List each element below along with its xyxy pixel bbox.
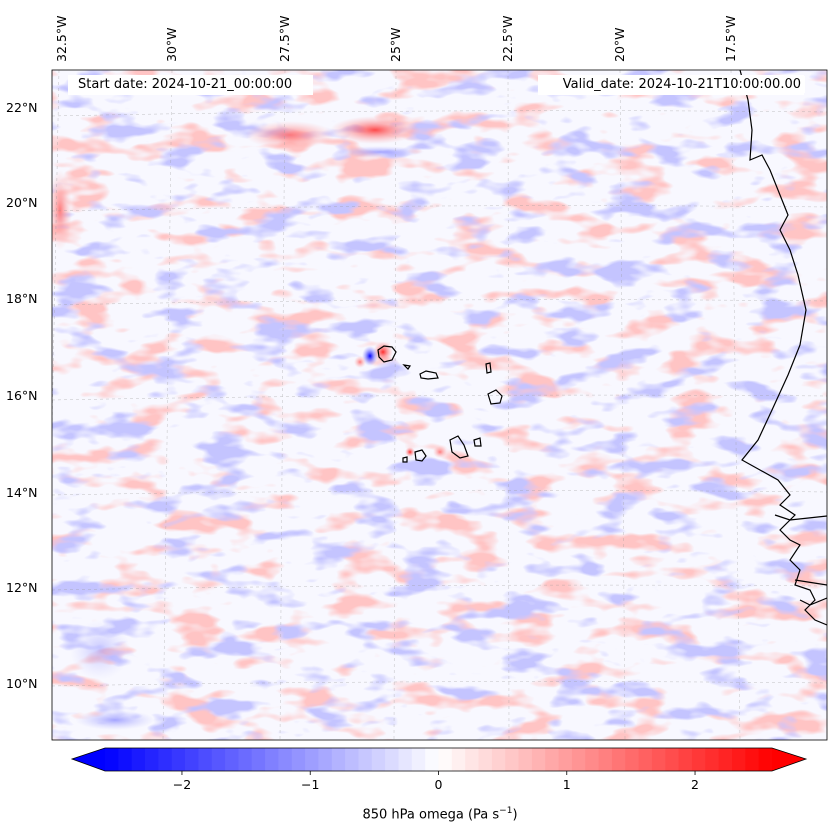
colorbar-cell [198,748,213,771]
colorbar-cell [665,748,680,771]
lon-label: 20°W [612,27,627,62]
colorbar-cell [345,748,359,771]
lon-label: 22.5°W [500,16,515,62]
coastlines [377,70,827,626]
colorbar-cell [411,748,426,771]
colorbar-tick-label: 0 [435,777,443,792]
colorbar-cell [398,748,413,771]
colorbar-cell [291,748,306,771]
colorbar-cell [611,748,626,771]
colorbar-cell [731,748,746,771]
colorbar-cell [518,748,533,771]
fogo-island [414,449,427,462]
colorbar-cell [718,748,733,771]
colorbar-title: 850 hPa omega (Pa s−1) [362,806,518,823]
colorbar-cell [425,748,439,771]
colorbar-cell [145,748,159,771]
colorbar-cell [118,748,133,771]
lon-label: 30°W [164,27,179,62]
colorbar-cell [545,748,560,771]
colorbar-cell [171,748,186,771]
colorbar-cell [638,748,653,771]
colorbar-cell [651,748,666,771]
colorbar-cell [385,748,399,771]
valid-date-label: Valid_date: 2024-10-21T10:00:00.00 [558,76,805,93]
colorbar-cell [251,748,266,771]
colorbar-cell [278,748,293,771]
colorbar-cell [745,748,760,771]
lat-label: 22°N [6,100,38,115]
colorbar-cell [438,748,453,771]
colorbar-cell [131,748,146,771]
colorbar-tick-label: 1 [563,777,571,792]
lat-label: 16°N [6,388,38,403]
colorbar-cell [225,748,239,771]
start-date-label: Start date: 2024-10-21_00:00:00 [74,76,297,93]
lon-label: 17.5°W [723,16,738,62]
colorbar-cell [238,748,253,771]
lat-label: 14°N [6,485,38,500]
colorbar-cell [531,748,546,771]
lon-label: 27.5°W [277,16,292,62]
graticule [52,70,827,740]
colorbar-cell [185,748,199,771]
colorbar-cell [571,748,586,771]
colorbar-cell [625,748,640,771]
lat-label: 10°N [6,676,38,691]
santiago-island [449,435,469,459]
colorbar-cell [491,748,506,771]
colorbar-cell [678,748,693,771]
santo-antao-island [377,345,397,363]
colorbar-cell [451,748,466,771]
colorbar-max-extend [772,748,806,771]
boa-vista-island [487,389,503,405]
colorbar-ticks: −2 −1 0 1 2 [173,771,699,792]
colorbar-cell [265,748,279,771]
colorbar-tick-label: −1 [301,777,319,792]
latitude-labels: 22°N 20°N 18°N 16°N 14°N 12°N 10°N [6,100,38,691]
map-panel [52,70,827,740]
colorbar-cell [705,748,720,771]
lon-label: 32.5°W [54,16,69,62]
colorbar-cell [158,748,173,771]
colorbar-cell [598,748,613,771]
colorbar-cell [691,748,706,771]
lon-label: 25°W [388,27,403,62]
colorbar-min-extend [72,748,105,771]
colorbar-cell [105,748,119,771]
colorbar-cell [318,748,333,771]
longitude-labels: 32.5°W 30°W 27.5°W 25°W 22.5°W 20°W 17.5… [54,16,738,62]
lat-label: 20°N [6,195,38,210]
colorbar-cell [585,748,600,771]
colorbar-cell [758,748,773,771]
colorbar: −2 −1 0 1 2 [70,747,808,792]
colorbar-cell [465,748,480,771]
colorbar-cell [371,748,386,771]
colorbar-cell [558,748,573,771]
colorbar-cell [505,748,520,771]
colorbar-cell [331,748,346,771]
colorbar-cell [305,748,319,771]
colorbar-cell [211,748,226,771]
lat-label: 18°N [6,291,38,306]
colorbar-cell [478,748,493,771]
colorbar-tick-label: −2 [173,777,191,792]
lat-label: 12°N [6,580,38,595]
colorbar-tick-label: 2 [691,777,699,792]
colorbar-cell [358,748,373,771]
